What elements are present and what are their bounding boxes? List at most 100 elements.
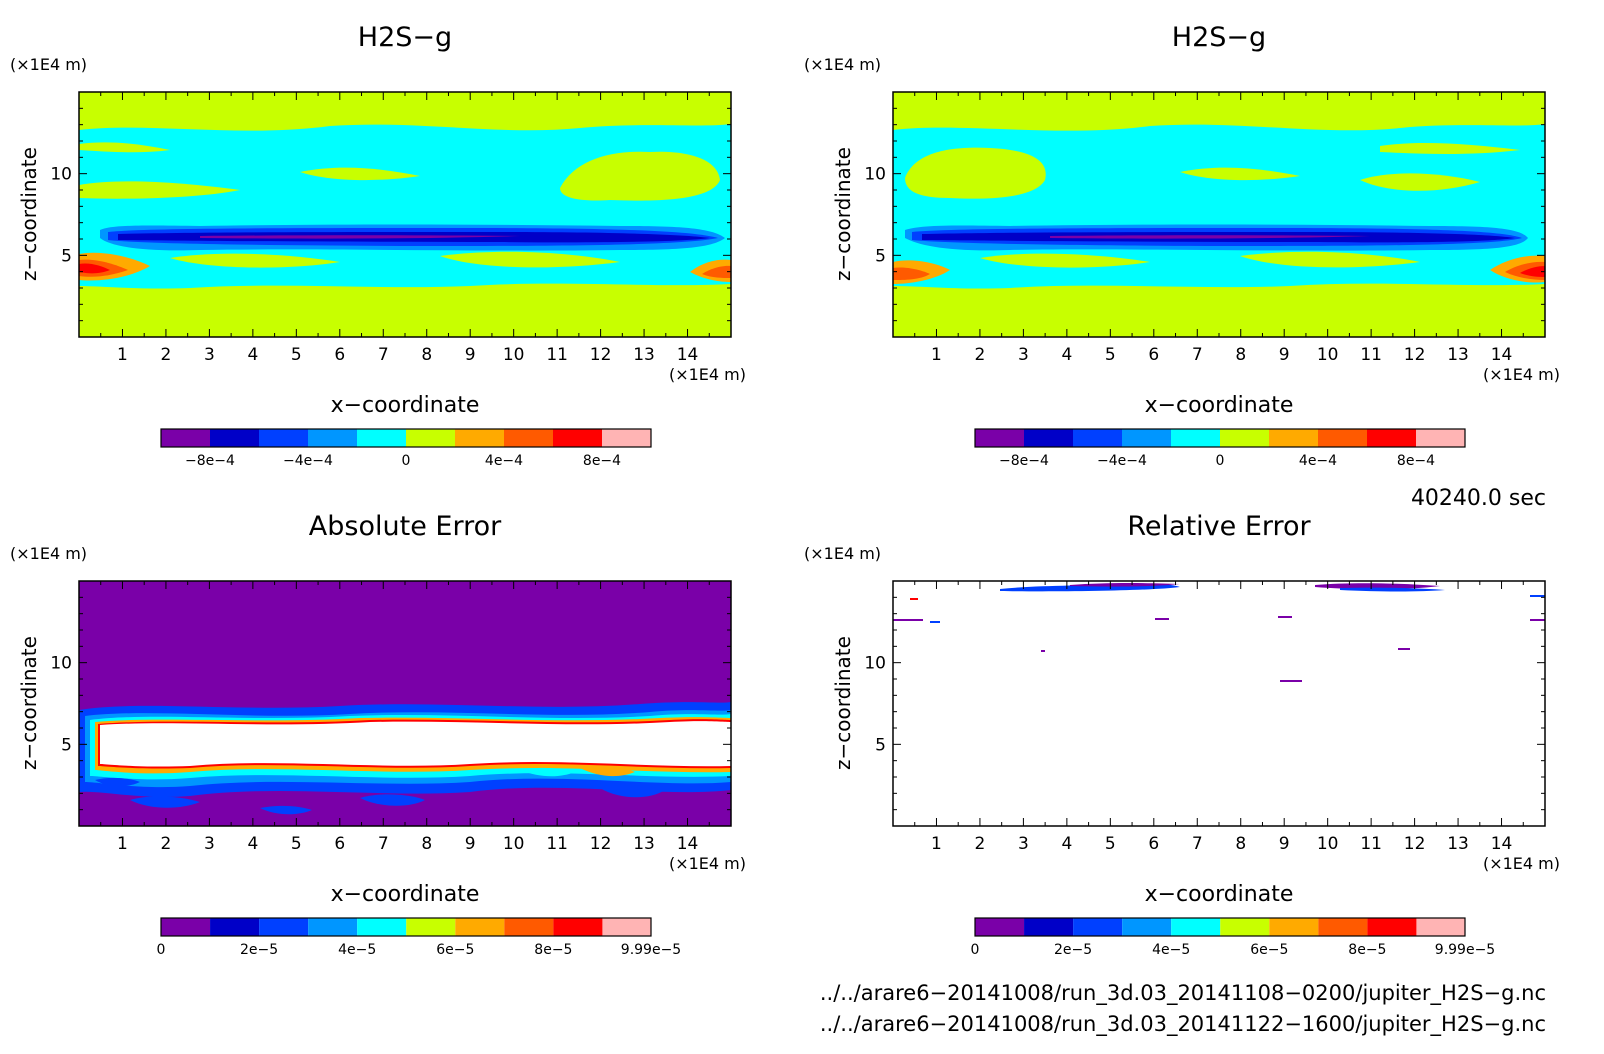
y-axis-label: z−coordinate: [831, 147, 855, 281]
x-tick-label: 11: [546, 345, 568, 365]
colorbar-frame: [160, 917, 652, 937]
x-tick-label: 3: [204, 834, 215, 854]
colorbar-swatch: [406, 918, 456, 936]
x-unit-label: (×1E4 m): [1483, 854, 1560, 873]
y-tick-label: 10: [864, 654, 886, 674]
colorbar-tick-label: 9.99e−5: [621, 942, 681, 958]
colorbar-tick-label: −8e−4: [185, 453, 235, 469]
x-tick-label: 5: [1105, 345, 1116, 365]
colorbar-swatch: [357, 918, 407, 936]
x-ticks: 1 2 3 4 5 6 7 8 9 10 11 12 13 14: [100, 581, 710, 854]
y-unit-label: (×1E4 m): [804, 55, 881, 74]
x-tick-label: 6: [1148, 345, 1159, 365]
y-ticks: 5 10: [864, 596, 1545, 811]
colorbar-tick-label: 9.99e−5: [1435, 942, 1495, 958]
colorbar-swatch: [1073, 429, 1122, 447]
colorbar-swatch: [1318, 918, 1368, 936]
colorbar-swatch: [1416, 429, 1465, 447]
colorbar-swatch: [161, 918, 211, 936]
x-tick-label: 8: [1235, 834, 1246, 854]
colorbar-tick-label: 8e−4: [1397, 453, 1435, 469]
colorbar-tick-label: 0: [157, 942, 166, 958]
x-unit-label: (×1E4 m): [669, 854, 746, 873]
x-tick-label: 10: [1317, 345, 1339, 365]
x-tick-label: 1: [117, 834, 128, 854]
y-tick-label: 10: [864, 165, 886, 185]
x-tick-label: 1: [931, 345, 942, 365]
colorbar-swatch: [455, 429, 504, 447]
x-tick-label: 4: [247, 834, 258, 854]
colorbar-swatch: [259, 429, 308, 447]
x-tick-label: 3: [1018, 834, 1029, 854]
colorbar-swatch: [1367, 918, 1417, 936]
panel-absolute-error: Absolute Error (×1E4 m) 1 2 3 4 5 6 7 8 9 10 11 12 1…: [10, 511, 746, 958]
panel-h2s-right: H2S−g (×1E4 m) 1 2 3 4 5 6 7 8 9 10 11 12 13 14 510 (…: [804, 22, 1560, 469]
x-tick-label: 8: [1235, 345, 1246, 365]
y-tick-label: 5: [875, 246, 886, 266]
x-tick-label: 14: [1491, 345, 1513, 365]
colorbar-swatch: [210, 918, 260, 936]
x-tick-label: 4: [1061, 345, 1072, 365]
y-unit-label: (×1E4 m): [10, 544, 87, 563]
x-tick-label: 2: [975, 345, 986, 365]
x-tick-label: 4: [1061, 834, 1072, 854]
colorbar-tick-label: 0: [402, 453, 411, 469]
x-tick-label: 13: [1447, 345, 1469, 365]
colorbar-swatch: [1269, 429, 1318, 447]
x-tick-label: 9: [465, 834, 476, 854]
x-tick-label: 7: [378, 834, 389, 854]
colorbar-tick-label: −8e−4: [999, 453, 1049, 469]
x-tick-label: 3: [1018, 345, 1029, 365]
colorbar-swatch: [1318, 429, 1367, 447]
x-tick-label: 1: [117, 345, 128, 365]
x-tick-label: 14: [1491, 834, 1513, 854]
y-axis-label: z−coordinate: [17, 636, 41, 770]
x-tick-label: 7: [378, 345, 389, 365]
colorbar-tick-label: 4e−5: [338, 942, 376, 958]
x-tick-label: 1: [931, 834, 942, 854]
colorbar: −8e−4 −4e−4 0 4e−4 8e−4: [160, 428, 652, 469]
contour-field: [893, 581, 1545, 826]
colorbar-tick-label: 4e−4: [485, 453, 523, 469]
colorbar-swatch: [1122, 429, 1171, 447]
panel-title: H2S−g: [358, 22, 452, 53]
colorbar-swatch: [553, 918, 603, 936]
colorbar-swatch: [1024, 429, 1073, 447]
x-tick-label: 8: [421, 345, 432, 365]
x-tick-label: 6: [1148, 834, 1159, 854]
x-tick-label: 5: [291, 345, 302, 365]
colorbar-swatch: [504, 918, 554, 936]
y-tick-label: 5: [61, 246, 72, 266]
x-tick-label: 2: [161, 834, 172, 854]
y-tick-label: 10: [50, 165, 72, 185]
y-tick-label: 5: [875, 735, 886, 755]
colorbar-swatch: [602, 918, 651, 936]
x-tick-label: 13: [1447, 834, 1469, 854]
x-ticks: 1 2 3 4 5 6 7 8 9 10 11 12 13 14: [914, 581, 1524, 854]
colorbar-tick-label: 8e−5: [534, 942, 572, 958]
x-tick-label: 5: [1105, 834, 1116, 854]
x-ticks: 1 2 3 4 5 6 7 8 9 10 11 12 13 14: [914, 92, 1524, 365]
x-tick-label: 9: [1279, 345, 1290, 365]
file-path-1: ../../arare6−20141008/run_3d.03_20141108…: [820, 981, 1546, 1006]
y-ticks: 5 10: [50, 107, 731, 322]
colorbar-swatch: [553, 429, 602, 447]
colorbar-swatch: [1024, 918, 1074, 936]
colorbar-swatch: [504, 429, 553, 447]
colorbar-swatch: [1367, 429, 1416, 447]
x-tick-label: 14: [677, 834, 699, 854]
colorbar-swatch: [975, 429, 1024, 447]
colorbar-swatch: [357, 429, 406, 447]
x-unit-label: (×1E4 m): [669, 365, 746, 384]
x-tick-label: 7: [1192, 345, 1203, 365]
colorbar-tick-label: 2e−5: [1054, 942, 1092, 958]
colorbar-tick-label: 0: [971, 942, 980, 958]
panel-title: H2S−g: [1172, 22, 1266, 53]
x-tick-label: 6: [334, 345, 345, 365]
x-tick-label: 9: [465, 345, 476, 365]
colorbar-swatch: [1269, 918, 1319, 936]
y-ticks: 5 10: [864, 107, 1545, 322]
x-tick-label: 10: [503, 345, 525, 365]
contour-field: [79, 92, 731, 337]
colorbar-tick-label: −4e−4: [283, 453, 333, 469]
